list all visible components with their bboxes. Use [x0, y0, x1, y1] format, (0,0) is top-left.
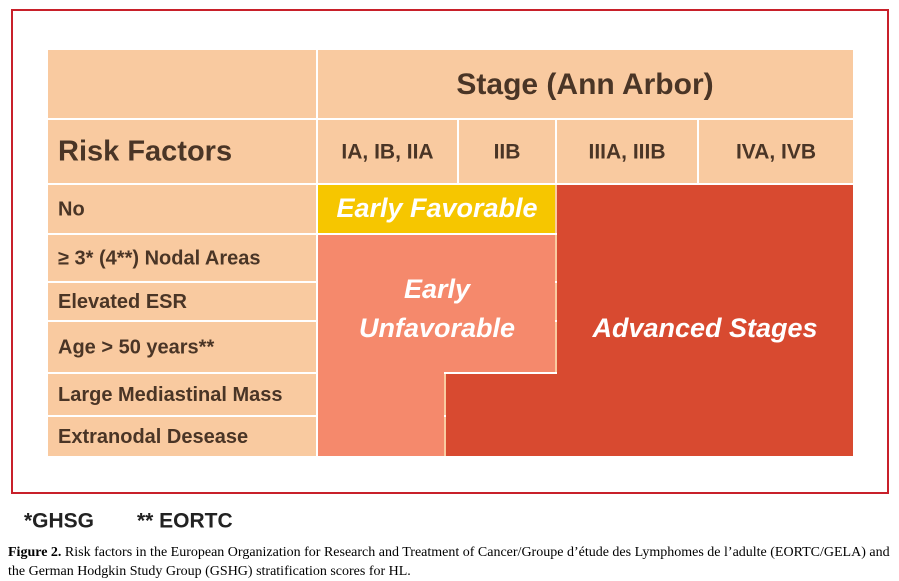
early-unfavorable-label: Unfavorable [359, 313, 515, 343]
row-cell [48, 185, 316, 233]
header-cell [318, 50, 853, 118]
row-cell [48, 283, 316, 320]
stage-title: Stage (Ann Arbor) [456, 68, 713, 101]
caption-label: Figure 2. [8, 545, 62, 560]
risk-factor: Large Mediastinal Mass [58, 384, 283, 406]
early-favorable-label: Early Favorable [336, 193, 537, 223]
caption-text: Risk factors in the European Organizatio… [8, 545, 890, 579]
header-cell [557, 120, 697, 183]
row-cell [48, 374, 316, 415]
advanced-region [446, 185, 853, 456]
early-unfavorable-region [318, 235, 555, 456]
stage-label: IIIA, IIIB [588, 141, 665, 164]
row-cell [48, 235, 316, 281]
early-unfavorable-label: Early [404, 274, 472, 304]
caption: Figure 2. Risk factors in the European O… [8, 543, 896, 581]
header-cell [699, 120, 853, 183]
risk-factor: Extranodal Desease [58, 426, 248, 448]
stage-label: IA, IB, IIA [341, 141, 433, 164]
row-cell [48, 322, 316, 372]
frame [11, 9, 889, 494]
stage-label: IIB [494, 141, 521, 164]
header-cell [48, 50, 316, 118]
risk-factor: ≥ 3* (4**) Nodal Areas [58, 247, 261, 269]
stage-label: IVA, IVB [736, 141, 816, 164]
header-cell [318, 120, 457, 183]
risk-factors-title: Risk Factors [58, 136, 232, 168]
footnote: ** EORTC [137, 510, 233, 533]
early-favorable-region [318, 185, 555, 233]
risk-factor: Elevated ESR [58, 291, 188, 313]
header-cell [48, 120, 316, 183]
advanced-label: Advanced Stages [591, 313, 817, 343]
row-cell [48, 417, 316, 456]
risk-factor: No [58, 198, 85, 220]
header-cell [459, 120, 555, 183]
risk-factor: Age > 50 years** [58, 336, 214, 358]
footnote: *GHSG [24, 510, 94, 533]
